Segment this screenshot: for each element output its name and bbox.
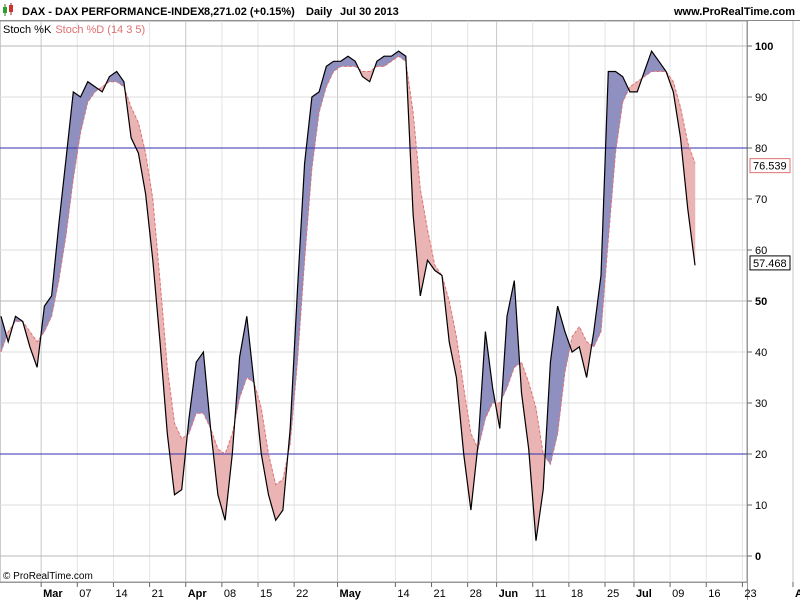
x-tick-label: 21 (152, 588, 164, 600)
y-tick-label: 30 (755, 398, 767, 410)
x-tick-label: 07 (79, 588, 91, 600)
legend-d-label: Stoch %D (14 3 5) (55, 24, 145, 36)
stoch-d-line (0, 55, 696, 486)
x-tick-label: 11 (535, 588, 546, 600)
y-tick-label: 80 (755, 143, 767, 155)
y-axis-ticks: 0 10 20 30 40 50 60 70 80 90 100 (747, 41, 773, 563)
y-tick-label: 20 (755, 449, 767, 461)
footer-copyright: © ProRealTime.com (3, 571, 93, 582)
last-d-marker: 76.539 (749, 158, 791, 174)
x-tick-label: 28 (470, 588, 482, 600)
y-tick-label: 50 (755, 296, 767, 308)
x-tick-label: 08 (224, 588, 236, 600)
y-tick-label: 100 (755, 41, 773, 53)
x-tick-label: 18 (571, 588, 583, 600)
y-tick-label: 60 (755, 245, 767, 257)
x-tick-label: Jun (499, 588, 519, 600)
last-k-value: 57.468 (753, 258, 787, 270)
legend-k-label: Stoch %K (3, 24, 52, 36)
x-tick-label: May (340, 588, 362, 600)
x-tick-label: 16 (708, 588, 720, 600)
x-tick-label: Aug (795, 588, 800, 600)
x-tick-label: Jul (636, 588, 652, 600)
x-tick-label: 15 (260, 588, 272, 600)
y-tick-label: 70 (755, 194, 767, 206)
symbol-title: DAX - DAX PERFORMANCE-INDEX (22, 6, 205, 18)
x-tick-label: Apr (188, 588, 208, 600)
period-label: Daily (306, 6, 333, 18)
last-d-value: 76.539 (753, 161, 787, 173)
price-change: 8,271.02 (+0.15%) (204, 6, 295, 18)
x-tick-label: 22 (296, 588, 308, 600)
x-tick-label: 09 (672, 588, 684, 600)
y-tick-label: 10 (755, 500, 767, 512)
stoch-k-line (0, 49, 696, 541)
header-bar: DAX - DAX PERFORMANCE-INDEX 8,271.02 (+0… (0, 0, 800, 20)
x-tick-label: 14 (115, 588, 127, 600)
x-tick-label: 25 (607, 588, 619, 600)
x-axis-ticks: Mar 07 14 21 Apr 08 15 22 May 14 21 28 Jun 11 18 25 Jul 0… (40, 582, 800, 600)
y-tick-label: 40 (755, 347, 767, 359)
x-tick-label: Mar (43, 588, 63, 600)
y-tick-label: 0 (755, 551, 761, 563)
chart-date: Jul 30 2013 (340, 6, 399, 18)
y-tick-label: 90 (755, 92, 767, 104)
candlestick-icon (3, 3, 13, 16)
level-lines (0, 147, 747, 455)
x-tick-label: 23 (744, 588, 756, 600)
last-k-marker: 57.468 (749, 255, 791, 271)
x-tick-label: 21 (434, 588, 446, 600)
legend: Stoch %K Stoch %D (14 3 5) (3, 24, 145, 36)
site-url[interactable]: www.ProRealTime.com (673, 6, 795, 18)
x-tick-label: 14 (397, 588, 409, 600)
